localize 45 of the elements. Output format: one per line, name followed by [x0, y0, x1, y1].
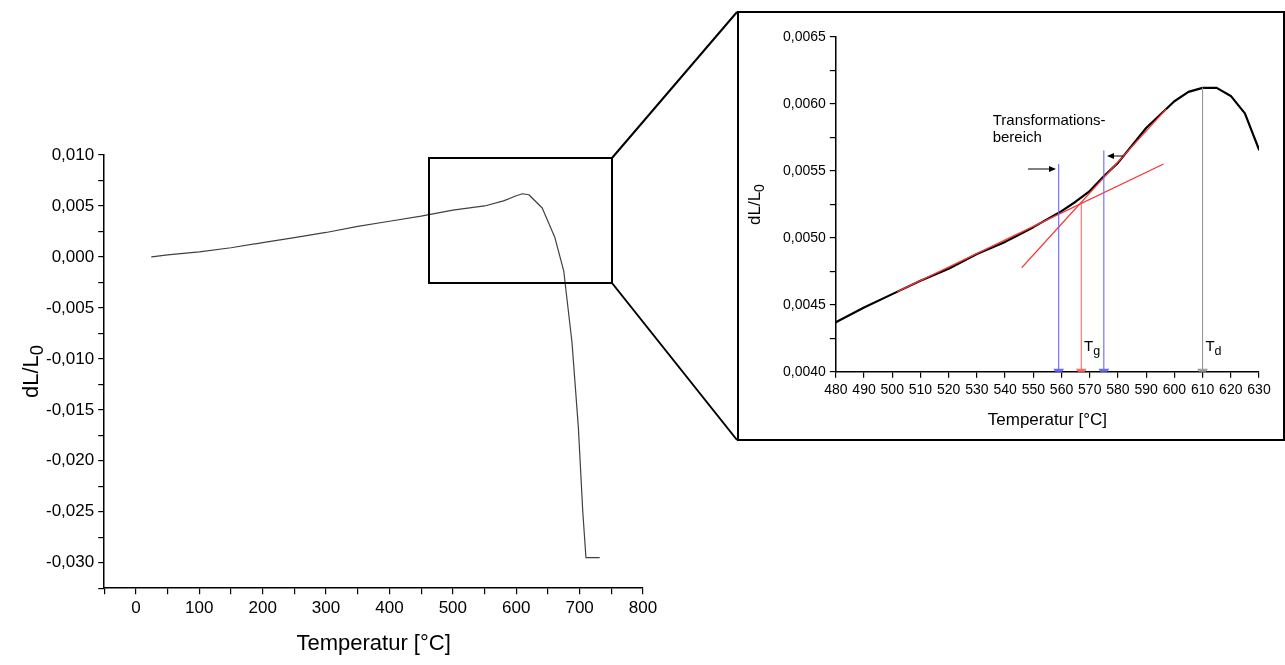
y-tick-label: 0,0060 — [782, 94, 827, 111]
x-tick-label: 580 — [1106, 381, 1130, 398]
x-tick-label: 0 — [131, 598, 141, 618]
annotation: Transformations- bereich — [992, 111, 1106, 146]
x-tick-label: 600 — [1162, 381, 1187, 398]
annotation: T$_{g}$ — [1084, 337, 1101, 359]
x-tick-label: 510 — [908, 381, 933, 398]
y-tick-label: 0,0040 — [782, 362, 827, 379]
y-tick-label: 0,0055 — [782, 161, 827, 178]
y-tick-label: -0,025 — [46, 501, 95, 521]
x-tick-label: 480 — [824, 381, 848, 398]
x-tick-label: 560 — [1049, 381, 1074, 398]
y-tick-label: -0,020 — [46, 450, 95, 470]
y-tick-label: 0,0065 — [782, 27, 827, 44]
x-tick-label: 490 — [852, 381, 876, 398]
x-tick-label: 400 — [375, 598, 404, 618]
x-tick-label: 540 — [993, 381, 1017, 398]
y-tick-label: 0,0045 — [782, 295, 827, 312]
y-tick-label: -0,005 — [46, 297, 95, 317]
x-axis-title: Temperatur [°C] — [296, 629, 451, 655]
y-tick-label: -0,030 — [46, 552, 95, 572]
x-tick-label: 700 — [565, 598, 594, 618]
x-axis-title: Temperatur [°C] — [987, 410, 1108, 430]
annotation: T$_{d}$ — [1205, 337, 1222, 359]
x-tick-label: 300 — [311, 598, 341, 618]
x-tick-label: 620 — [1219, 381, 1243, 398]
x-tick-label: 630 — [1247, 381, 1271, 398]
y-tick-label: 0,005 — [51, 195, 95, 215]
y-tick-label: -0,015 — [46, 399, 95, 419]
x-tick-label: 550 — [1021, 381, 1046, 398]
y-tick-label: 0,0050 — [782, 228, 827, 245]
y-tick-label: -0,010 — [46, 348, 95, 368]
x-tick-label: 530 — [965, 381, 989, 398]
x-tick-label: 610 — [1190, 381, 1215, 398]
x-tick-label: 590 — [1134, 381, 1159, 398]
x-tick-label: 520 — [936, 381, 961, 398]
x-tick-label: 600 — [502, 598, 531, 618]
x-tick-label: 500 — [438, 598, 468, 618]
x-tick-label: 100 — [185, 598, 214, 618]
y-tick-label: 0,000 — [51, 246, 95, 266]
y-tick-label: 0,010 — [51, 144, 95, 164]
x-tick-label: 800 — [628, 598, 658, 618]
x-tick-label: 200 — [248, 598, 277, 618]
x-tick-label: 500 — [880, 381, 905, 398]
x-tick-label: 570 — [1078, 381, 1102, 398]
